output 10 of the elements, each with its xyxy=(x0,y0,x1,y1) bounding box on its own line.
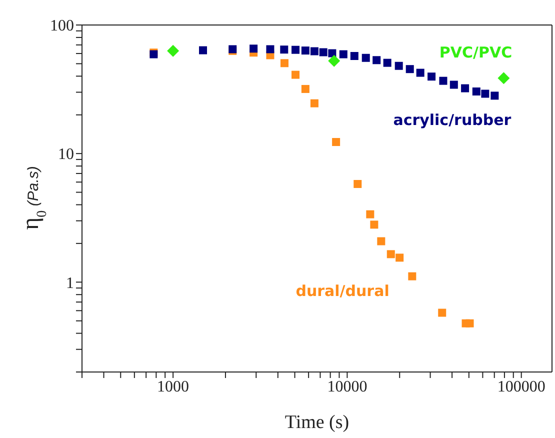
y-tick-label: 1 xyxy=(66,274,74,292)
series-label: acrylic/rubber xyxy=(393,110,512,129)
x-tick-label: 1000 xyxy=(157,378,190,396)
series-label: PVC/PVC xyxy=(439,43,512,62)
y-tick-label: 100 xyxy=(50,18,74,35)
y-tick-label: 10 xyxy=(58,146,74,164)
x-axis-title: Time (s) xyxy=(284,412,350,433)
x-tick-label: 100000 xyxy=(497,378,546,396)
x-tick-label: 10000 xyxy=(327,378,368,396)
series-label: dural/dural xyxy=(296,282,390,300)
